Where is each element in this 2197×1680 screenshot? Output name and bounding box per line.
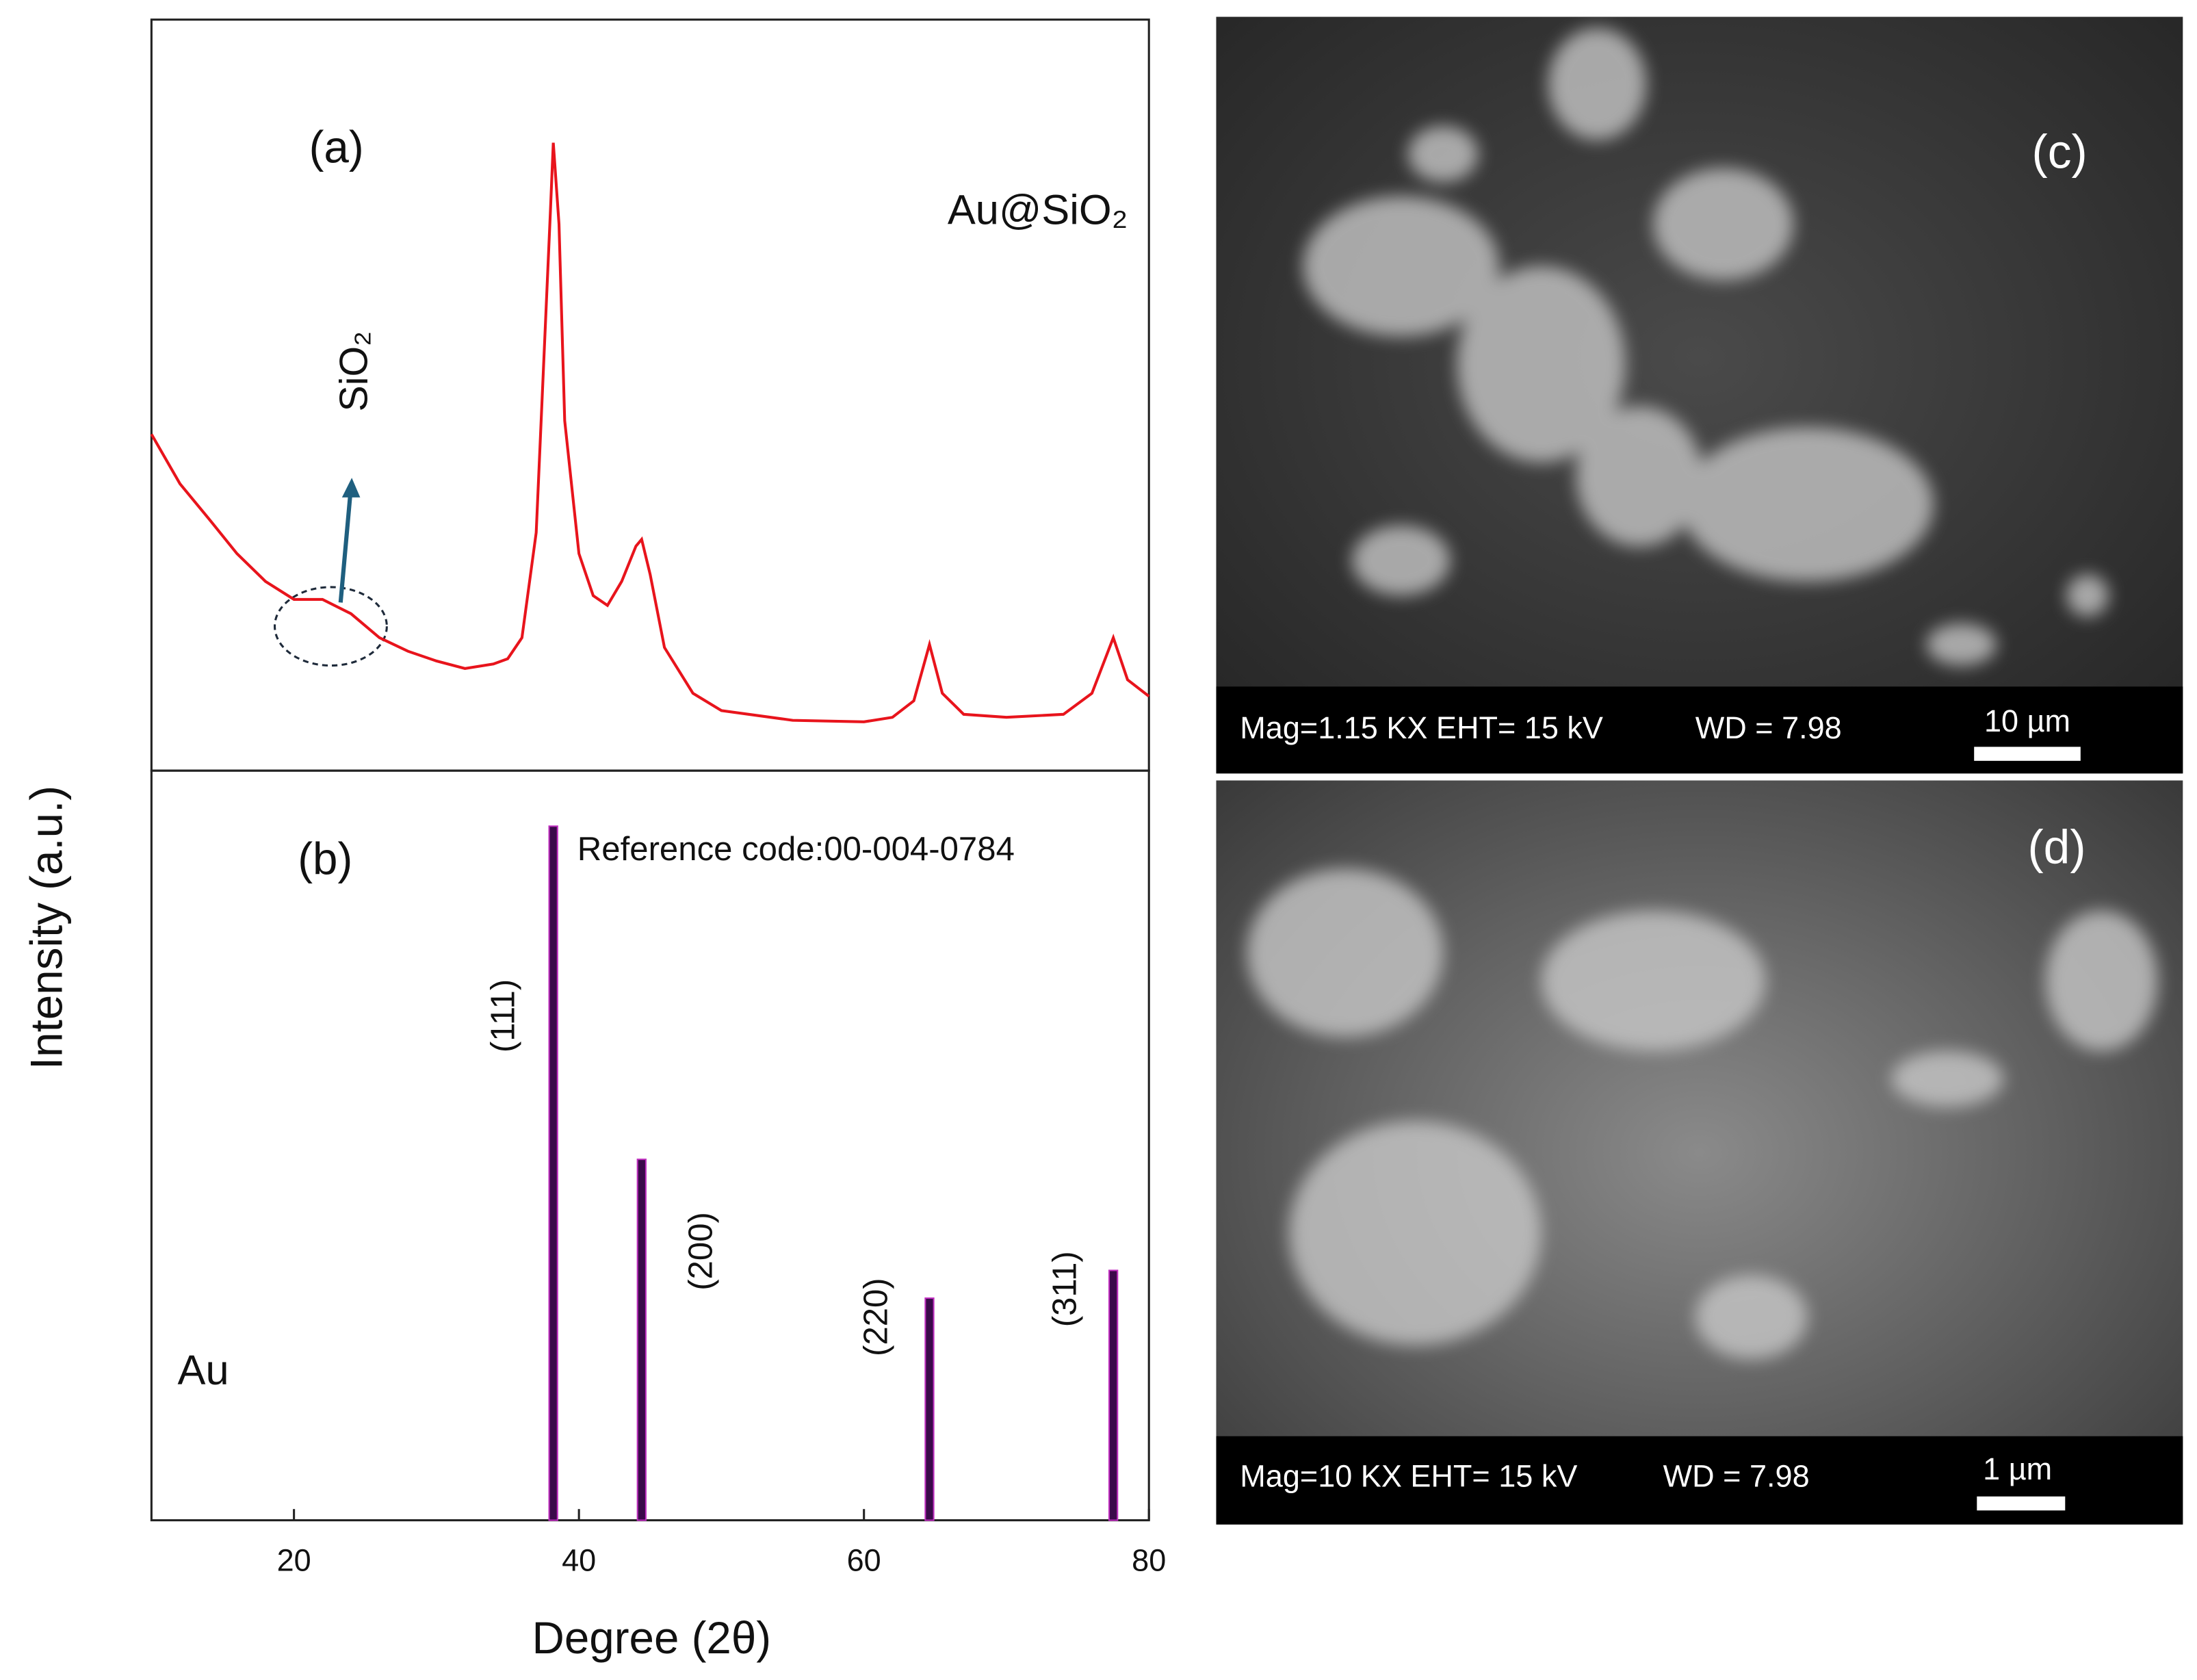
stick <box>636 1159 647 1521</box>
panel-label: (b) <box>298 834 352 884</box>
y-axis-label: Intensity (a.u.) <box>21 786 71 1070</box>
stick <box>1108 1269 1119 1521</box>
annotation: Reference code:00-004-0784 <box>577 831 1015 868</box>
scale-label: 10 µm <box>1984 703 2070 738</box>
x-tick-label: 20 <box>277 1542 311 1577</box>
legend-label: Au@SiO₂ <box>948 187 1128 234</box>
data-line <box>150 142 1150 723</box>
highlight-ellipse <box>274 586 388 667</box>
caption: WD = 7.98 <box>1695 710 1842 745</box>
peak-label: (311) <box>1047 1251 1084 1327</box>
peak-label: (111) <box>485 979 522 1052</box>
stick <box>924 1297 935 1521</box>
annotation: SiO₂ <box>333 331 376 412</box>
caption: Mag=10 KX EHT= 15 kV <box>1240 1458 1577 1493</box>
arrow <box>338 493 353 603</box>
panel-label: (a) <box>309 122 364 172</box>
arrow-head <box>341 478 361 497</box>
x-tick-label: 60 <box>847 1542 881 1577</box>
sem-image-d: Mag=10 KX EHT= 15 kV WD = 7.98 1 µm (d) <box>1216 780 2183 1525</box>
caption: Mag=1.15 KX EHT= 15 kV <box>1240 710 1603 745</box>
x-axis-label: Degree (2θ) <box>532 1613 772 1663</box>
peak-label: (220) <box>857 1278 894 1356</box>
stick <box>548 825 558 1521</box>
series-label: Au <box>178 1347 229 1394</box>
plot-frame <box>150 769 1150 1522</box>
x-tick-label: 40 <box>562 1542 596 1577</box>
x-tick-label: 80 <box>1132 1542 1166 1577</box>
scale-label: 1 µm <box>1983 1451 2052 1486</box>
panel-label: (d) <box>2027 820 2085 873</box>
caption: WD = 7.98 <box>1663 1458 1810 1493</box>
sem-image-c: Mag=1.15 KX EHT= 15 kV WD = 7.98 10 µm (… <box>1216 16 2183 774</box>
panel-label: (c) <box>2032 125 2088 179</box>
peak-label: (200) <box>682 1212 719 1291</box>
plot-frame <box>150 18 1150 772</box>
